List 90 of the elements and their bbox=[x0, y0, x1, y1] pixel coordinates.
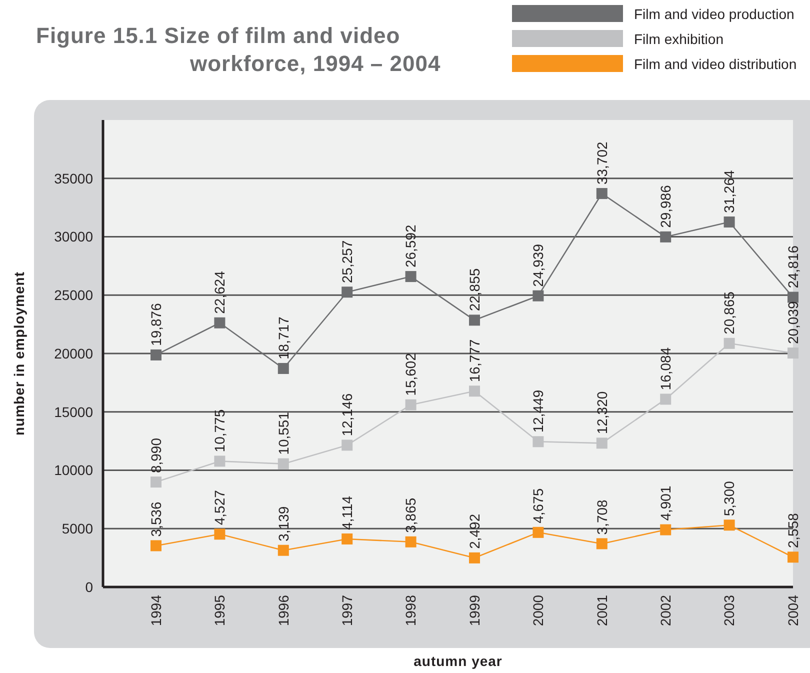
point bbox=[405, 271, 416, 282]
data-label: 16,777 bbox=[466, 339, 482, 382]
data-label: 4,901 bbox=[658, 486, 674, 521]
point bbox=[660, 231, 672, 242]
point bbox=[342, 533, 353, 544]
y-tick-label: 5000 bbox=[62, 520, 94, 537]
x-tick-label: 2004 bbox=[784, 594, 801, 626]
point bbox=[532, 436, 544, 448]
data-label: 10,775 bbox=[212, 409, 228, 452]
point bbox=[278, 362, 289, 374]
point bbox=[788, 348, 798, 359]
legend-label: Film exhibition bbox=[634, 31, 724, 47]
data-label: 12,320 bbox=[594, 391, 610, 434]
data-label: 24,939 bbox=[530, 244, 546, 287]
x-tick-label: 2001 bbox=[594, 594, 610, 626]
data-label: 12,146 bbox=[339, 393, 355, 436]
data-label: 31,264 bbox=[721, 170, 738, 213]
data-label: 33,702 bbox=[594, 141, 610, 185]
data-label: 4,114 bbox=[339, 496, 355, 530]
point bbox=[469, 314, 480, 326]
y-tick-label: 10000 bbox=[54, 462, 94, 478]
data-label: 25,257 bbox=[339, 240, 355, 284]
data-label: 2,492 bbox=[466, 514, 482, 549]
point bbox=[469, 552, 480, 564]
point bbox=[469, 386, 480, 397]
y-tick-label: 0 bbox=[85, 578, 94, 595]
data-label: 18,717 bbox=[275, 316, 292, 360]
data-label: 12,449 bbox=[530, 390, 546, 433]
data-label: 10,551 bbox=[275, 412, 292, 455]
point bbox=[596, 188, 608, 200]
y-tick-label: 35000 bbox=[54, 170, 94, 186]
point bbox=[724, 216, 735, 228]
y-tick-label: 15000 bbox=[54, 404, 94, 420]
data-label: 20,865 bbox=[721, 291, 738, 334]
y-tick-label: 20000 bbox=[54, 345, 94, 362]
data-label: 15,602 bbox=[402, 352, 419, 396]
data-label: 4,527 bbox=[212, 490, 228, 526]
data-label: 8,990 bbox=[148, 438, 164, 474]
point bbox=[405, 399, 416, 410]
data-label: 3,708 bbox=[594, 499, 610, 535]
point bbox=[214, 528, 226, 540]
point bbox=[150, 349, 162, 360]
data-label: 5,300 bbox=[721, 480, 738, 516]
data-label: 22,855 bbox=[466, 268, 482, 312]
data-label: 26,592 bbox=[402, 224, 419, 268]
x-axis-title: autumn year bbox=[414, 653, 502, 669]
legend-label: Film and video distribution bbox=[634, 56, 797, 72]
point bbox=[342, 286, 353, 298]
point bbox=[532, 526, 544, 538]
point bbox=[532, 290, 544, 302]
point bbox=[596, 438, 608, 449]
point bbox=[596, 538, 608, 550]
point bbox=[405, 536, 416, 548]
data-label: 3,139 bbox=[275, 506, 292, 542]
x-tick-label: 2003 bbox=[721, 594, 738, 626]
data-label: 4,675 bbox=[530, 488, 546, 524]
point bbox=[724, 338, 735, 349]
data-label: 29,986 bbox=[658, 184, 674, 228]
x-tick-label: 1995 bbox=[212, 594, 228, 626]
y-tick-label: 25000 bbox=[54, 287, 94, 304]
x-tick-label: 2000 bbox=[530, 594, 546, 626]
data-label: 24,816 bbox=[784, 245, 801, 288]
point bbox=[660, 524, 672, 536]
point bbox=[660, 394, 672, 405]
legend-label: Film and video production bbox=[634, 6, 794, 22]
point bbox=[214, 456, 226, 467]
x-tick-label: 1997 bbox=[339, 594, 355, 626]
data-label: 19,876 bbox=[148, 302, 164, 346]
chart-title: Figure 15.1 Size of film and video workforce, 1994 – 2004 bbox=[36, 23, 441, 76]
x-tick-label: 1998 bbox=[402, 594, 419, 626]
y-tick-label: 30000 bbox=[54, 228, 94, 245]
point bbox=[214, 317, 226, 328]
point bbox=[342, 440, 353, 451]
data-label: 22,624 bbox=[212, 270, 228, 314]
data-label: 3,865 bbox=[402, 498, 419, 533]
data-label: 16,084 bbox=[658, 347, 674, 390]
point bbox=[788, 552, 798, 563]
data-label: 2,558 bbox=[784, 512, 801, 548]
data-label: 20,039 bbox=[784, 301, 801, 344]
data-label: 3,536 bbox=[148, 501, 164, 537]
point bbox=[278, 458, 289, 470]
x-tick-label: 1994 bbox=[148, 594, 164, 626]
point bbox=[150, 476, 162, 488]
x-tick-label: 1999 bbox=[466, 594, 482, 626]
point bbox=[278, 544, 289, 556]
point bbox=[150, 540, 162, 552]
y-axis-title: number in employment bbox=[11, 271, 27, 436]
x-tick-label: 2002 bbox=[658, 594, 674, 626]
x-tick-label: 1996 bbox=[275, 594, 292, 626]
point bbox=[724, 520, 735, 531]
